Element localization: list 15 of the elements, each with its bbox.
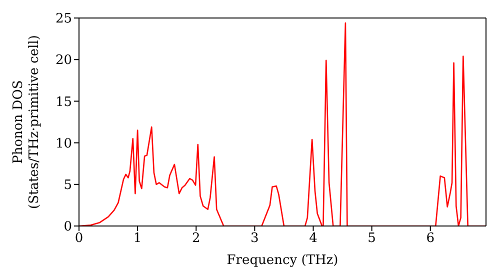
x-tick-label: 3 (250, 231, 259, 246)
x-tick-label: 2 (192, 231, 200, 246)
y-axis-title: Phonon DOS (States/THz·primitive cell) (11, 34, 42, 210)
x-tick-label: 5 (368, 231, 376, 246)
y-tick-label: 20 (55, 53, 72, 68)
y-tick-label: 0 (64, 220, 72, 235)
y-tick-label: 5 (64, 178, 72, 194)
x-tick-label: 0 (74, 231, 84, 246)
y-tick-label: 15 (55, 94, 72, 110)
y-tick-label: 25 (55, 12, 72, 27)
x-tick-label: 4 (309, 231, 318, 246)
x-axis-title: Frequency (THz) (226, 253, 338, 268)
x-tick-label: 6 (426, 231, 435, 246)
y-tick-label: 10 (55, 136, 72, 152)
x-tick-label: 1 (133, 231, 142, 246)
